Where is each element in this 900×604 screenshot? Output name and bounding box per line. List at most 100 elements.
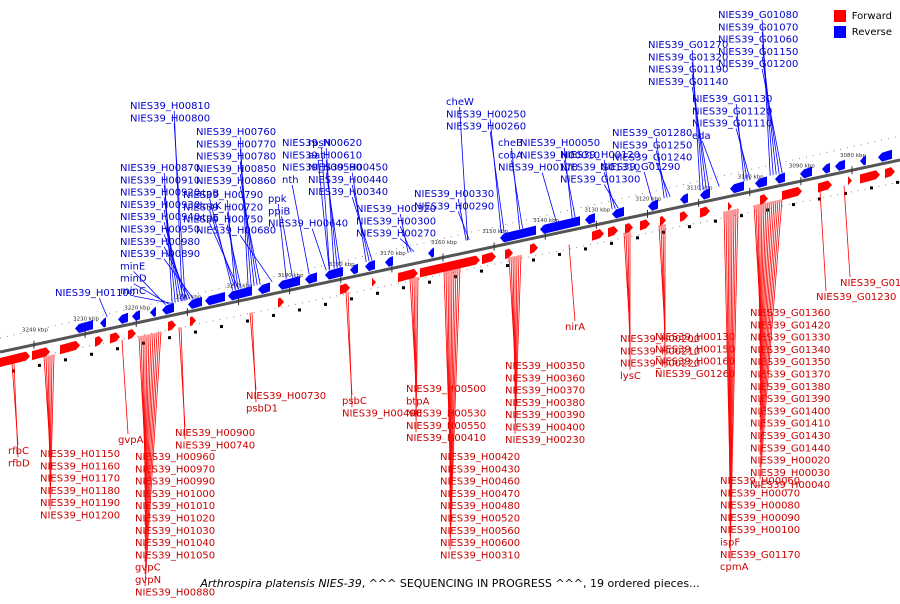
forward-gene-arrow bbox=[95, 336, 103, 347]
forward-gene-connector bbox=[729, 209, 733, 525]
reverse-gene-connector bbox=[226, 199, 236, 290]
kbp-tick-label: 3090 kbp bbox=[789, 164, 815, 170]
forward-gene-connector bbox=[13, 362, 19, 458]
forward-gene-label: NIES39_H00520 bbox=[440, 514, 520, 525]
forward-gene-connector bbox=[144, 332, 160, 575]
forward-gene-label: NIES39_H01150 bbox=[40, 449, 120, 460]
reverse-gene-label: NIES39_H00440 bbox=[308, 175, 388, 186]
forward-gene-connector bbox=[347, 291, 353, 408]
forward-gene-label: NIES39_H00970 bbox=[135, 464, 215, 475]
reverse-gene-label: NIES39_G01320 bbox=[648, 52, 728, 63]
reverse-gene-arrow bbox=[835, 159, 845, 171]
reverse-gene-label: NIES39_G01240 bbox=[612, 153, 692, 164]
forward-gene-label: NIES39_H00200 bbox=[620, 334, 700, 345]
reverse-gene-label: NIES39_G01280 bbox=[612, 128, 692, 139]
kbp-tick-label: 3180 kbp bbox=[329, 262, 355, 268]
forward-gene-connector bbox=[759, 200, 775, 431]
reverse-gene-label: NIES39_H00810 bbox=[130, 101, 210, 112]
forward-gene-label: cpmA bbox=[720, 562, 749, 573]
forward-gene-label: NIES39_H00210 bbox=[620, 346, 700, 357]
reverse-gene-connector bbox=[735, 128, 751, 181]
reverse-gene-arrow bbox=[188, 296, 202, 309]
forward-gene-label: NIES39_G01230 bbox=[816, 292, 896, 303]
locus-marker bbox=[350, 297, 353, 301]
forward-gene-connector bbox=[180, 327, 186, 440]
forward-gene-arrow bbox=[110, 332, 120, 344]
forward-gene-label: NIES39_G01390 bbox=[750, 394, 830, 405]
forward-gene-label: NIES39_H00230 bbox=[505, 435, 585, 446]
reverse-gene-label: NIES39_H01100 bbox=[55, 288, 135, 299]
reverse-gene-arrow bbox=[585, 213, 595, 225]
forward-gene-arrow bbox=[32, 347, 50, 361]
reverse-gene-label: NIES39_H00760 bbox=[196, 127, 276, 138]
locus-marker bbox=[740, 214, 743, 218]
forward-gene-arrow bbox=[680, 211, 688, 222]
kbp-tick-label: 3130 kbp bbox=[584, 207, 610, 213]
forward-gene-label: lysC bbox=[620, 371, 641, 382]
forward-gene-label: NIES39_H00220 bbox=[620, 359, 700, 370]
reverse-gene-connector bbox=[489, 131, 505, 233]
reverse-gene-arrow bbox=[350, 263, 358, 275]
forward-gene-label: rfbD bbox=[8, 458, 30, 469]
forward-gene-arrow bbox=[278, 297, 284, 308]
locus-marker bbox=[480, 269, 483, 273]
reverse-gene-label: NIES39_G01300 bbox=[560, 175, 640, 186]
forward-gene-label: NIES39_H00070 bbox=[720, 488, 800, 499]
forward-gene-label: NIES39_H00370 bbox=[505, 386, 585, 397]
forward-gene-label: NIES39_H01180 bbox=[40, 486, 120, 497]
forward-gene-connector bbox=[729, 209, 735, 537]
reverse-gene-connector bbox=[691, 86, 710, 189]
reverse-gene-arrow bbox=[500, 225, 536, 243]
reverse-gene-connector bbox=[325, 172, 341, 268]
reverse-gene-label: NIES39_H00330 bbox=[414, 189, 494, 200]
forward-gene-label: NIES39_H00990 bbox=[135, 477, 215, 488]
forward-gene-connector bbox=[449, 268, 459, 538]
reverse-gene-label: NIES39_H00320 bbox=[356, 204, 436, 215]
forward-gene-label: NIES39_G01410 bbox=[750, 419, 830, 430]
locus-marker bbox=[168, 336, 171, 340]
forward-gene-label: NIES39_H00730 bbox=[246, 391, 326, 402]
reverse-gene-connector bbox=[511, 160, 523, 229]
legend: Forward Reverse bbox=[833, 8, 892, 40]
reverse-gene-connector bbox=[691, 62, 704, 191]
forward-gene-arrow bbox=[592, 229, 604, 241]
locus-marker bbox=[402, 286, 405, 290]
forward-gene-label: NIES39_H00880 bbox=[135, 587, 215, 598]
kbp-tick-label: 3150 kbp bbox=[482, 229, 508, 235]
forward-gene-label: NIES39_G01430 bbox=[750, 431, 830, 442]
reverse-swatch bbox=[833, 26, 846, 38]
reverse-gene-label: NIES39_H00930 bbox=[120, 200, 200, 211]
reverse-gene-connector bbox=[239, 149, 252, 287]
kbp-tick-label: 3140 kbp bbox=[533, 218, 559, 224]
reverse-gene-label: atpE bbox=[196, 213, 219, 224]
reverse-gene-connector bbox=[226, 224, 242, 289]
forward-gene-connector bbox=[514, 255, 520, 422]
reverse-gene-label: NIES39_H00270 bbox=[356, 229, 436, 240]
forward-gene-connector bbox=[449, 267, 461, 550]
reverse-gene-label: NIES39_G01190 bbox=[648, 65, 728, 76]
reverse-gene-arrow bbox=[648, 199, 658, 211]
reverse-gene-arrow bbox=[228, 286, 252, 301]
reverse-gene-label: NIES39_G01110 bbox=[692, 119, 772, 130]
reverse-gene-label: minC bbox=[120, 286, 146, 297]
forward-gene-connector bbox=[759, 201, 773, 418]
forward-gene-label: NIES39_H00500 bbox=[406, 384, 486, 395]
forward-gene-arrow bbox=[530, 243, 538, 254]
reverse-gene-label: NIES39_H00980 bbox=[120, 237, 200, 248]
forward-gene-label: NIES39_H01050 bbox=[135, 550, 215, 561]
reverse-gene-label: NIES39_G01290 bbox=[600, 162, 680, 173]
forward-gene-label: btpA bbox=[406, 396, 430, 407]
reverse-gene-label: cobA bbox=[498, 150, 523, 161]
reverse-gene-connector bbox=[761, 69, 783, 174]
reverse-gene-label: NIES39_G01080 bbox=[718, 10, 798, 21]
reverse-gene-label: cheW bbox=[446, 97, 474, 108]
reverse-gene-label: aat bbox=[308, 150, 324, 161]
reverse-gene-label: cheB bbox=[498, 138, 523, 149]
forward-gene-connector bbox=[843, 185, 851, 278]
reverse-gene-label: ppiB bbox=[268, 206, 290, 217]
reverse-gene-connector bbox=[291, 184, 310, 275]
reverse-gene-connector bbox=[655, 162, 671, 198]
forward-gene-label: NIES39_H00900 bbox=[175, 428, 255, 439]
reverse-gene-label: NIES39_H00920 bbox=[120, 188, 200, 199]
